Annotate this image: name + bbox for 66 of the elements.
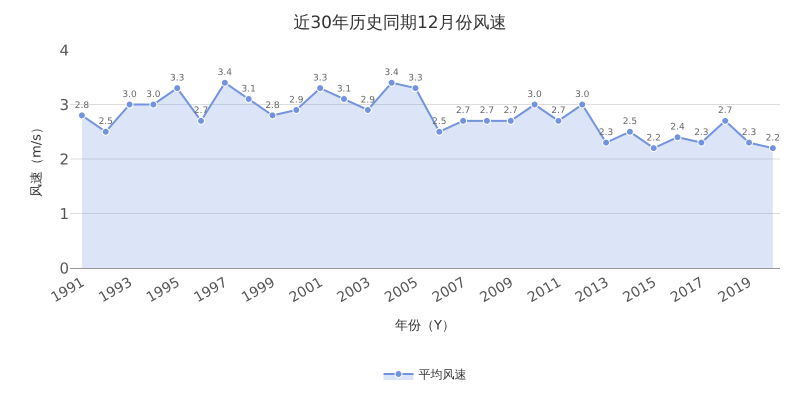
point (102, 128, 110, 136)
data-label: 3.3 (313, 74, 328, 84)
data-label: 2.5 (622, 117, 638, 128)
data-label: 3.0 (122, 90, 137, 100)
point (149, 100, 158, 108)
point (292, 106, 300, 114)
point (578, 100, 586, 108)
chart-title: 近30年历史同期12月份风速 (293, 12, 507, 33)
data-label: 3.3 (170, 74, 184, 84)
data-label: 2.3 (694, 128, 709, 138)
point (435, 128, 444, 136)
point (197, 116, 206, 125)
y-tick-label: 2 (59, 150, 69, 168)
point (602, 138, 610, 147)
point (554, 116, 562, 125)
point (411, 84, 420, 92)
data-label: 2.9 (289, 95, 304, 106)
data-label: 2.7 (504, 106, 518, 116)
point (745, 138, 754, 147)
data-label: 2.8 (265, 100, 280, 111)
data-label: 2.7 (718, 106, 732, 116)
data-label: 2.9 (360, 95, 376, 106)
data-label: 2.4 (670, 122, 685, 133)
data-label: 3.3 (408, 74, 423, 84)
point (173, 84, 182, 92)
point (268, 111, 277, 120)
data-label: 3.0 (527, 90, 542, 100)
y-tick-label: 0 (59, 259, 69, 278)
point (220, 78, 229, 87)
point (364, 106, 372, 114)
point (459, 116, 468, 125)
data-label: 3.0 (575, 90, 590, 100)
legend-label: 平均风速 (418, 368, 466, 382)
point (244, 95, 253, 104)
data-label: 2.3 (742, 128, 756, 138)
data-label: 3.4 (384, 68, 400, 78)
point (530, 100, 539, 108)
data-label: 3.1 (242, 84, 256, 94)
point (316, 84, 324, 92)
data-label: 2.7 (551, 106, 566, 116)
point (674, 133, 682, 142)
point (340, 95, 348, 104)
point (506, 116, 515, 125)
point (626, 128, 634, 136)
y-tick-label: 1 (59, 204, 69, 223)
data-label: 2.8 (74, 100, 90, 111)
point (482, 116, 491, 125)
data-label: 2.7 (480, 106, 494, 116)
data-label: 2.5 (98, 117, 113, 128)
point (650, 144, 658, 152)
point (388, 78, 396, 87)
y-tick-label: 4 (59, 41, 69, 60)
data-label: 3.0 (146, 90, 161, 100)
point (78, 111, 86, 120)
data-label: 2.7 (456, 106, 470, 116)
x-axis-title: 年份（Y） (395, 318, 455, 334)
y-tick-label: 3 (59, 96, 69, 114)
y-axis-title: 风速（m/s） (29, 121, 44, 197)
data-label: 3.4 (218, 68, 232, 78)
data-label: 2.2 (646, 133, 661, 144)
point (697, 138, 706, 147)
point (721, 116, 730, 125)
data-label: 2.2 (766, 133, 780, 144)
data-label: 3.1 (336, 84, 352, 94)
point (126, 100, 134, 108)
point (768, 144, 777, 152)
